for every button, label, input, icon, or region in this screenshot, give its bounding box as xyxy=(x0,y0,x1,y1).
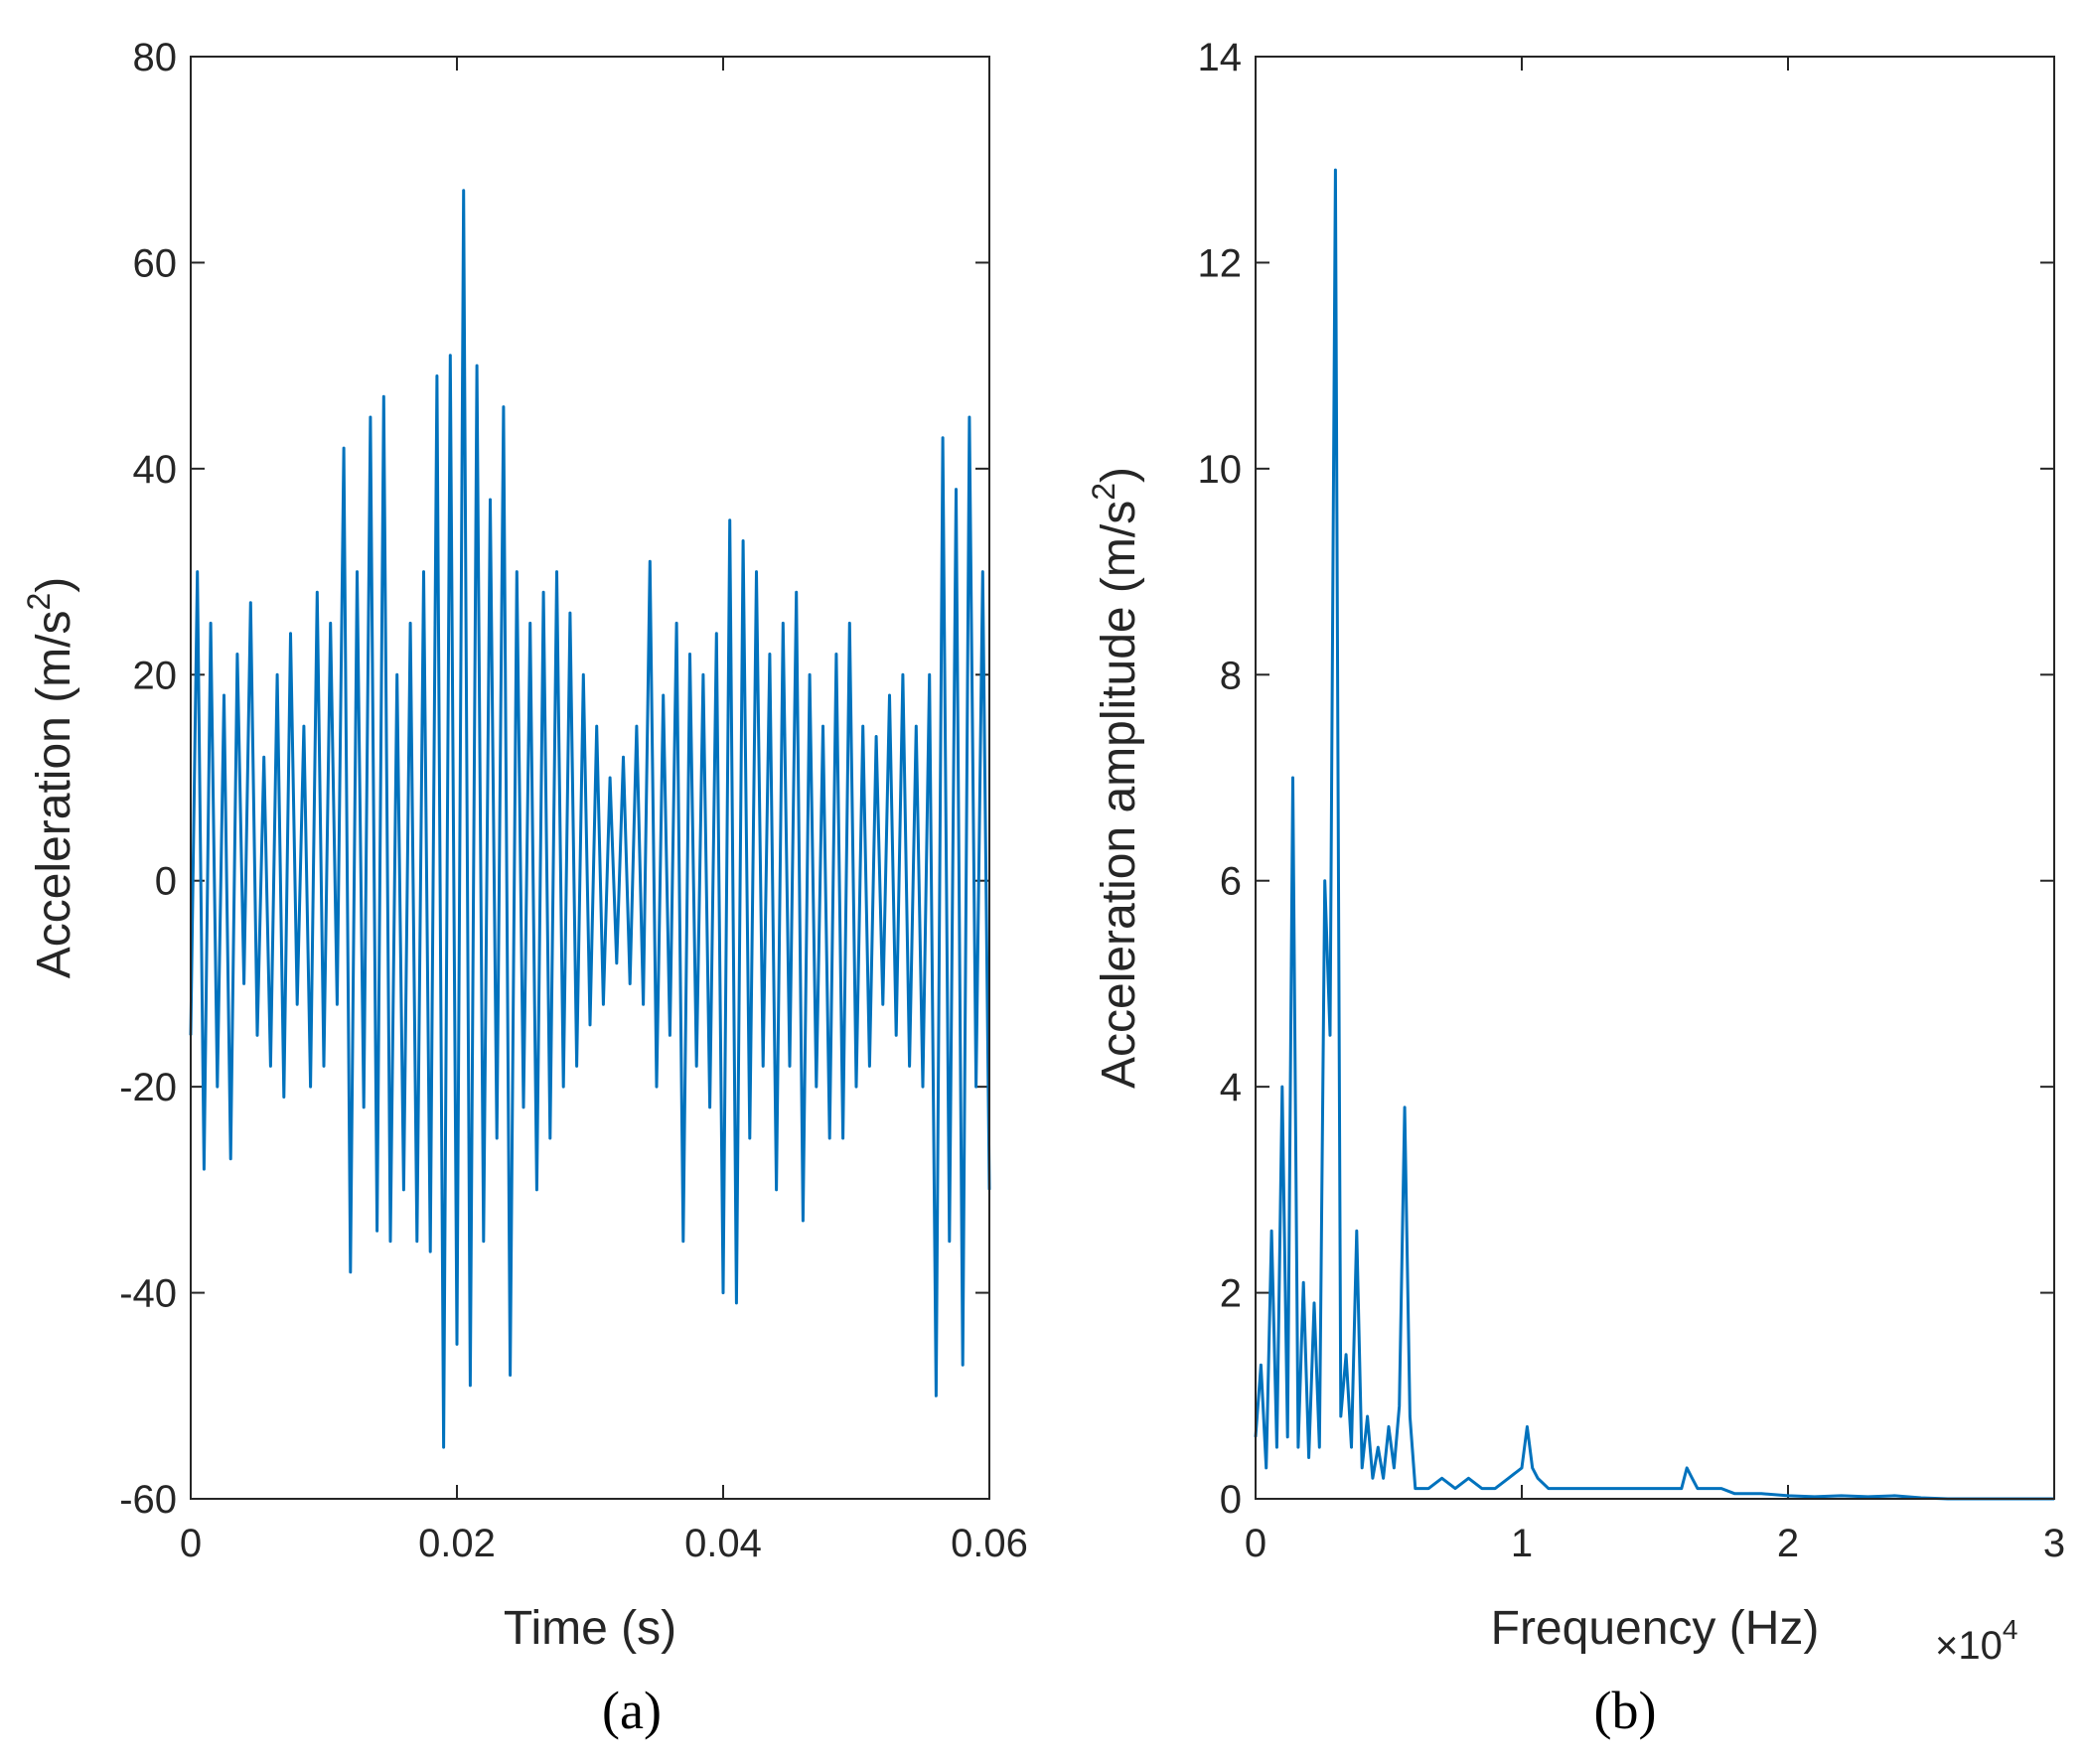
panel-b-series xyxy=(1254,168,2054,1501)
panel-a-x-ticks: 0 0.02 0.04 0.06 xyxy=(180,57,1028,1565)
panel-a-x-axis-label: Time (s) xyxy=(504,1602,676,1655)
y-tick-label: 20 xyxy=(133,654,178,697)
x-tick-label: 0.02 xyxy=(418,1522,496,1565)
x-tick-label: 3 xyxy=(2043,1522,2065,1565)
panel-b-axes-frame xyxy=(1255,56,2055,1500)
panel-b-x-axis-label: Frequency (Hz) xyxy=(1491,1602,1820,1655)
x-tick-label: 0.04 xyxy=(684,1522,762,1565)
y-tick-label: 12 xyxy=(1198,241,1243,285)
y-tick-label: 14 xyxy=(1198,36,1243,79)
panel-b-x-ticks: 0 1 2 3 xyxy=(1245,57,2065,1565)
y-tick-label: 8 xyxy=(1220,654,1242,697)
y-tick-label: 60 xyxy=(133,241,178,285)
x-tick-label: 0 xyxy=(1245,1522,1266,1565)
x-tick-label: 0.06 xyxy=(951,1522,1028,1565)
y-tick-label: -60 xyxy=(119,1478,177,1522)
y-tick-label: 2 xyxy=(1220,1272,1242,1316)
y-tick-label: -20 xyxy=(119,1066,177,1109)
x-tick-label: 2 xyxy=(1777,1522,1799,1565)
y-tick-label: 0 xyxy=(1220,1478,1242,1522)
panel-a-series xyxy=(189,189,991,1449)
panel-b-y-ticks: 0 2 4 6 8 10 12 14 xyxy=(1198,36,2054,1522)
x-tick-label: 0 xyxy=(180,1522,202,1565)
y-tick-label: 4 xyxy=(1220,1066,1242,1109)
y-tick-label: -40 xyxy=(119,1272,177,1316)
panel-a-axes-frame xyxy=(190,56,990,1500)
y-tick-label: 0 xyxy=(155,860,177,904)
panel-a-y-ticks: -60 -40 -20 0 20 40 60 80 xyxy=(119,36,989,1522)
y-tick-label: 80 xyxy=(133,36,178,79)
y-tick-label: 40 xyxy=(133,448,178,492)
panel-b-caption: (b) xyxy=(1594,1681,1657,1740)
panel-b-x-multiplier: ×104 xyxy=(1935,1614,2017,1668)
panel-b-y-axis-label: Acceleration amplitude (m/s2) xyxy=(1086,467,1145,1089)
panel-a-y-axis-label: Acceleration (m/s2) xyxy=(21,577,80,979)
panel-a-caption: (a) xyxy=(602,1681,662,1740)
panel-a-time-signal: -60 -40 -20 0 20 40 60 80 0 0.02 0.04 0.06 Time (s… xyxy=(21,36,1028,1740)
y-tick-label: 6 xyxy=(1220,860,1242,904)
series-line-acceleration xyxy=(189,189,991,1449)
x-tick-label: 1 xyxy=(1511,1522,1533,1565)
y-tick-label: 10 xyxy=(1198,448,1243,492)
series-line-spectrum xyxy=(1254,168,2054,1501)
